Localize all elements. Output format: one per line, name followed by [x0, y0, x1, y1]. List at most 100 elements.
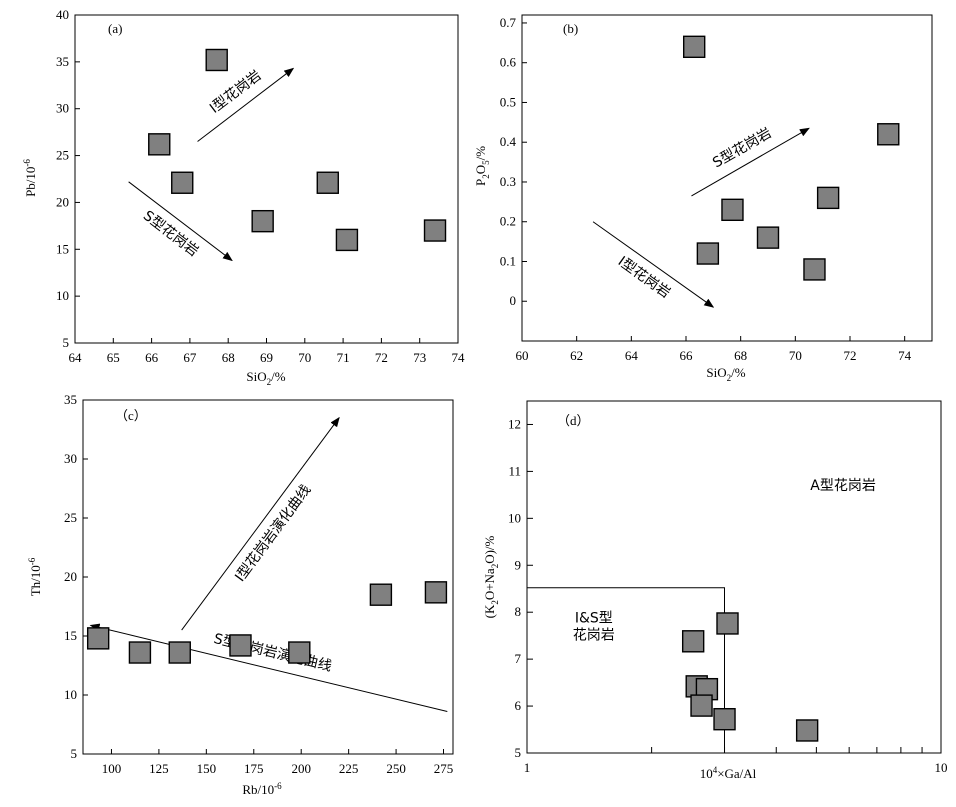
trend-label: S型花岗岩	[710, 125, 774, 171]
panel-d-y-axis-label: (K2O+Na2O)/%	[482, 535, 500, 618]
panel-c-label: （c）	[115, 408, 147, 423]
y-tick-label: 35	[56, 54, 69, 69]
y-tick-label: 0.6	[500, 55, 517, 70]
panel-b-x-tick-labels: 60 62 64 66 68 70 72 74	[516, 336, 912, 363]
data-point	[716, 612, 739, 635]
panel-d-y-tick-labels: 5 6 7 8 9 10 11 12	[508, 416, 533, 760]
y-tick-label: 10	[64, 687, 77, 702]
x-tick-label: 71	[337, 350, 350, 365]
data-point	[251, 209, 274, 233]
x-tick-label: 67	[183, 350, 197, 365]
panel-d-field-boundaries	[527, 587, 725, 753]
panel-c-data-points	[86, 581, 448, 664]
panel-d-x-axis-label: 104×Ga/Al	[700, 765, 757, 781]
panel-a-y-axis-label: Pb/10-6	[22, 159, 38, 197]
data-point	[681, 630, 705, 653]
x-tick-label: 100	[102, 761, 122, 776]
panel-b-y-tick-labels: 0 0.1 0.2 0.3 0.4 0.5 0.6 0.7	[500, 15, 527, 308]
y-tick-label: 12	[508, 416, 521, 431]
data-point	[335, 228, 359, 252]
y-tick-label: 35	[64, 392, 77, 407]
field-label: I&S型	[575, 611, 613, 627]
data-point	[803, 258, 826, 281]
panel-d-field-labels: A型花岗岩 I&S型花岗岩	[573, 478, 876, 643]
data-point	[86, 627, 110, 650]
trend-label: I型花岗岩	[615, 254, 673, 302]
panel-c-frame	[82, 399, 454, 755]
panel-a-data-points	[148, 48, 447, 252]
trend-label: I型花岗岩演化曲线	[232, 482, 314, 585]
panel-a-x-tick-labels: 64 65 66 67 68 69 70 71 72 73 74	[69, 338, 465, 365]
field-label: 花岗岩	[573, 627, 615, 643]
data-point	[128, 641, 152, 664]
x-tick-label: 64	[625, 348, 639, 363]
x-tick-label: 73	[413, 350, 426, 365]
y-tick-label: 0.5	[500, 94, 516, 109]
data-point	[229, 634, 252, 657]
panel-b-data-points	[683, 35, 900, 281]
y-tick-label: 20	[64, 569, 77, 584]
data-point	[721, 198, 744, 222]
y-tick-label: 5	[515, 745, 522, 760]
panel-c-y-axis-label: Th/10-6	[27, 557, 43, 596]
y-tick-label: 7	[515, 651, 522, 666]
data-point	[288, 641, 311, 664]
data-point	[205, 48, 228, 72]
data-point	[168, 641, 191, 664]
data-point	[690, 694, 713, 717]
panel-c: （c） 100 125 150 175 200 225 250 275 5 10 15 20 25 30…	[27, 392, 454, 797]
y-tick-label: 11	[508, 463, 521, 478]
x-tick-label: 64	[69, 350, 83, 365]
x-tick-label: 125	[149, 761, 169, 776]
data-point	[424, 581, 448, 604]
x-tick-label: 70	[789, 348, 802, 363]
y-tick-label: 0.2	[500, 214, 516, 229]
panel-d-x-tick-labels: 1 10	[524, 747, 948, 775]
panel-a: (a) 64 65 66 67 68 69 70 71 72 73 74 5 10 15 20 25 30 35…	[22, 7, 465, 387]
x-tick-label: 70	[298, 350, 311, 365]
data-point	[877, 123, 900, 146]
y-tick-label: 0.3	[500, 174, 516, 189]
data-point	[795, 719, 819, 742]
y-tick-label: 40	[56, 7, 69, 22]
x-tick-label: 66	[680, 348, 694, 363]
y-tick-label: 30	[64, 451, 77, 466]
panel-d-data-points	[681, 612, 819, 742]
panel-a-label: (a)	[108, 21, 122, 36]
y-tick-label: 0.7	[500, 15, 517, 30]
x-tick-label: 60	[516, 348, 529, 363]
trend-label: I型花岗岩	[207, 68, 265, 117]
panel-c-x-tick-labels: 100 125 150 175 200 225 250 275	[102, 749, 454, 776]
data-point	[316, 171, 339, 194]
data-point	[713, 708, 736, 731]
x-tick-label: 62	[570, 348, 583, 363]
panel-b-x-axis-label: SiO2/%	[706, 365, 745, 383]
y-tick-label: 0.4	[500, 134, 517, 149]
panel-b-frame	[521, 14, 933, 342]
x-tick-label: 68	[734, 348, 747, 363]
y-tick-label: 8	[515, 604, 522, 619]
y-tick-label: 15	[56, 241, 69, 256]
x-tick-label: 74	[898, 348, 912, 363]
data-point	[171, 171, 194, 194]
trend-arrow	[181, 416, 340, 631]
x-tick-label: 72	[375, 350, 388, 365]
data-point	[756, 226, 780, 249]
x-tick-label: 200	[291, 761, 311, 776]
x-tick-label: 175	[244, 761, 264, 776]
panel-d: （d） 1 10 5 6 7 8 9 10 11 12 A型花岗岩 I&S型花岗岩 104×Ga/…	[482, 400, 948, 781]
y-tick-label: 9	[515, 557, 522, 572]
trend-arrow	[197, 67, 295, 142]
x-tick-label: 68	[222, 350, 235, 365]
x-tick-label: 275	[434, 761, 454, 776]
x-tick-label: 250	[386, 761, 406, 776]
y-tick-label: 10	[56, 288, 69, 303]
panel-d-frame	[526, 400, 942, 754]
y-tick-label: 0	[510, 293, 517, 308]
x-tick-label: 72	[844, 348, 857, 363]
y-tick-label: 25	[64, 510, 77, 525]
panel-d-label: （d）	[557, 413, 590, 428]
panel-c-y-tick-labels: 5 10 15 20 25 30 35	[64, 392, 88, 761]
